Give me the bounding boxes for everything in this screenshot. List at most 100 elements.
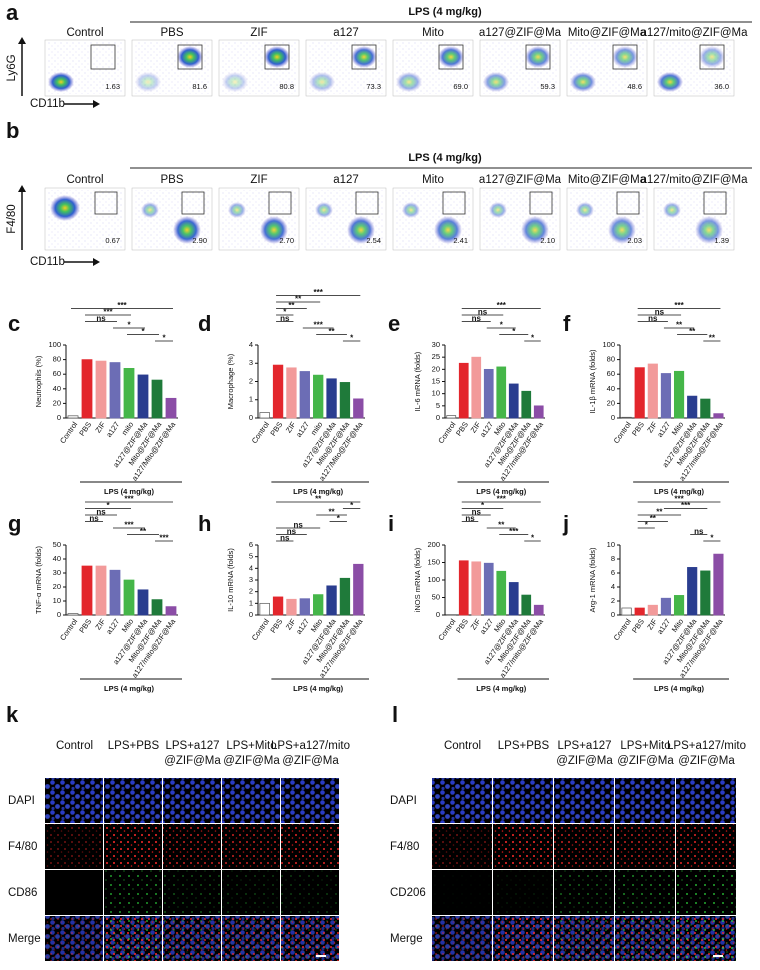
group-label: ZIF [250,27,267,39]
bar [508,582,519,616]
bar [458,362,469,419]
f480-stain [281,824,339,869]
significance-label: * [531,334,535,343]
bar [621,416,632,419]
significance-label: ns [472,508,482,517]
nuclei-stain [554,778,614,823]
column-label: LPS+a127/mito [667,740,746,752]
significance-label: * [710,534,714,543]
significance-label: ** [656,508,663,517]
row-label: CD86 [8,887,37,899]
significance-label: ** [288,301,295,310]
significance-label: ** [315,495,322,504]
flow-cluster [347,216,375,244]
bar [660,597,672,616]
y-axis-label: iNOS mRNA (folds) [413,547,422,612]
group-label: Control [66,27,103,39]
x-tick-label: a127 [655,420,672,439]
group-label: a127/mito@ZIF@Ma [640,27,748,39]
column-label: @ZIF@Ma [223,755,280,767]
y-axis-label: TNF-α mRNA (folds) [34,545,43,614]
gate-percentage: 59.3 [540,82,555,91]
y-axis-label: IL-10 mRNA (folds) [226,548,235,612]
significance-label: *** [103,308,113,317]
bar [496,366,507,419]
flow-cluster [135,72,161,92]
marker-stain [554,870,614,915]
y-tick-label: 4 [249,340,253,349]
bar [687,567,698,616]
y-tick-label: 100 [427,575,440,584]
significance-label: ns [287,527,297,536]
gate-percentage: 2.90 [192,236,207,245]
f480-stain [493,824,553,869]
bar [165,397,177,419]
x-axis-label: LPS (4 mg/kg) [654,487,705,496]
x-axis-label: CD11b [30,98,65,110]
bar [660,373,672,419]
y-tick-label: 0 [611,413,615,422]
f480-stain [432,824,492,869]
column-label: LPS+a127/mito [271,740,350,752]
group-label: a127@ZIF@Ma [479,27,562,39]
x-axis-label: LPS (4 mg/kg) [293,487,344,496]
flow-cluster [699,46,725,68]
bar [700,570,711,616]
y-tick-label: 2 [249,587,253,596]
bar [123,579,135,616]
column-label: LPS+a127 [165,740,219,752]
y-tick-label: 80 [607,355,615,364]
flow-cluster [50,195,80,221]
marker-stain [104,870,162,915]
y-axis-label: Macrophage (%) [226,353,235,409]
y-tick-label: 60 [607,369,615,378]
flow-cluster [315,202,333,218]
y-tick-label: 10 [53,596,61,605]
bar [109,362,121,419]
bar [353,563,364,616]
y-tick-label: 10 [607,540,615,549]
y-tick-label: 6 [611,568,615,577]
y-axis-label: Neutrophils (%) [34,355,43,407]
marker-stain [222,916,280,961]
group-label: PBS [160,174,183,186]
column-label: LPS+a127 [557,740,611,752]
flow-cluster [570,72,596,92]
marker-stain [493,870,553,915]
marker-stain [163,870,221,915]
gate-percentage: 0.67 [105,236,120,245]
marker-stain [281,916,339,961]
flow-cluster [483,72,509,92]
bar [67,613,79,616]
y-tick-label: 5 [436,401,440,410]
significance-label: ** [498,521,505,530]
marker-stain [432,916,492,961]
marker-stain [676,870,736,915]
x-tick-label: PBS [77,420,93,437]
gate [612,44,638,70]
y-tick-label: 30 [432,340,440,349]
gate [699,44,725,70]
y-axis-label: Ly6G [6,54,18,81]
group-label: a127 [333,174,359,186]
micrograph [45,870,103,915]
marker-stain [104,916,162,961]
significance-label: ** [689,327,696,336]
x-axis-label: LPS (4 mg/kg) [104,487,155,496]
nuclei-stain [222,778,280,823]
y-tick-label: 5 [249,552,253,561]
bar [471,356,482,419]
marker-stain [615,916,675,961]
bar [621,607,632,616]
significance-label: ns [478,308,488,317]
x-tick-label: a127 [104,420,121,439]
significance-label: * [337,514,341,523]
nuclei-stain [676,778,736,823]
nuclei-stain [493,778,553,823]
y-arrow-head [18,37,26,44]
y-tick-label: 30 [53,568,61,577]
bar [533,604,544,616]
x-tick-label: PBS [268,420,284,437]
y-tick-label: 0 [436,610,440,619]
panel-header: LPS (4 mg/kg) [408,152,482,164]
